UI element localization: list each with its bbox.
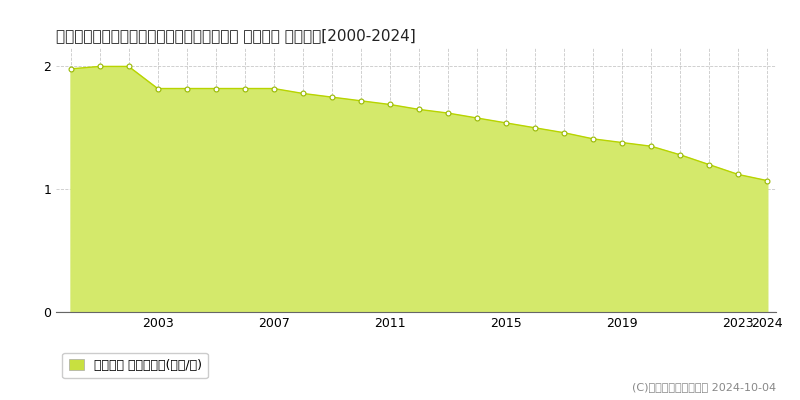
Legend: 基準地価 平均坪単価(万円/坪): 基準地価 平均坪単価(万円/坪) [62,352,208,378]
Text: (C)土地価格ドットコム 2024-10-04: (C)土地価格ドットコム 2024-10-04 [632,382,776,392]
Text: 北海道幌泉郡えりも町字えりも岬５２番外内 基準地価 地価推移[2000-2024]: 北海道幌泉郡えりも町字えりも岬５２番外内 基準地価 地価推移[2000-2024… [56,28,416,43]
